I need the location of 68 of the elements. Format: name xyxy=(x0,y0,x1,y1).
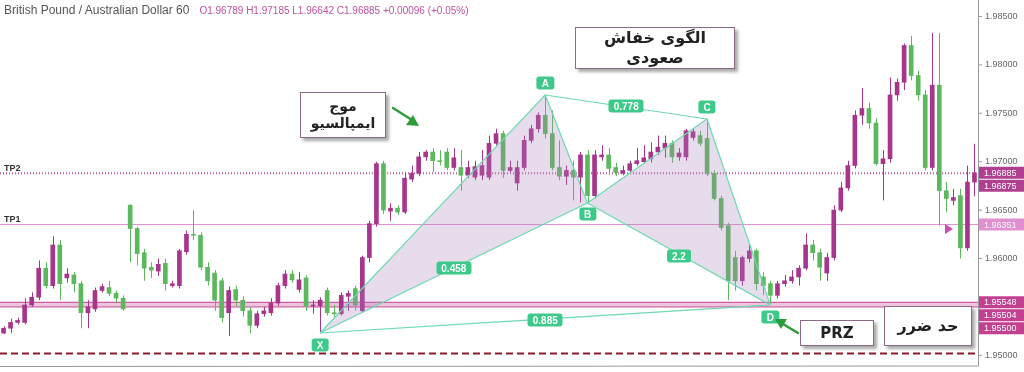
y-tick-label: 1.98000 xyxy=(985,59,1018,70)
candlestick xyxy=(796,264,801,287)
candlestick xyxy=(296,271,302,293)
note-box: PRZ xyxy=(800,320,874,346)
candlestick xyxy=(22,297,27,325)
annotation: TP1 xyxy=(4,214,21,224)
note-box: الگوی خفاش صعودی xyxy=(575,27,735,69)
candlestick xyxy=(838,181,844,213)
annotation: B xyxy=(578,207,597,221)
candlestick xyxy=(451,147,457,171)
legend-label: 1.95504 xyxy=(984,310,1017,321)
legend-label: 1.96875 xyxy=(984,180,1017,191)
note-box: موج ایمپالسیو xyxy=(300,92,386,138)
candlestick xyxy=(768,280,773,306)
candlestick xyxy=(557,139,562,181)
candlestick xyxy=(430,147,436,173)
candlestick xyxy=(915,70,921,102)
candlestick xyxy=(184,229,189,256)
candlestick xyxy=(324,287,330,317)
annotation: C xyxy=(698,100,716,114)
candlestick xyxy=(352,285,358,312)
candlestick xyxy=(226,286,231,337)
y-tick-label: 1.97500 xyxy=(985,107,1018,118)
ref-line-label: 1.95548 xyxy=(984,297,1017,308)
candlestick xyxy=(191,209,196,241)
candlestick xyxy=(444,147,450,171)
candlestick xyxy=(571,160,576,201)
candlestick xyxy=(535,111,541,134)
candlestick xyxy=(824,252,830,282)
annotation: 0.885 xyxy=(527,313,563,327)
ref-line-label: 1.96351 xyxy=(984,219,1017,230)
note-box: حد ضرر xyxy=(884,306,972,346)
annotation: X xyxy=(311,338,329,352)
annotation: TP2 xyxy=(4,163,21,173)
candlestick xyxy=(739,255,745,287)
y-tick-label: 1.96500 xyxy=(985,204,1018,215)
candlestick xyxy=(141,248,147,282)
candlestick xyxy=(437,149,443,167)
candlestick xyxy=(479,149,485,181)
chart-title: British Pound / Australian Dollar 60 xyxy=(4,3,190,17)
candlestick xyxy=(528,124,534,144)
candlestick xyxy=(233,285,239,307)
candlestick xyxy=(859,87,865,126)
candlestick xyxy=(458,149,464,192)
y-tick-label: 1.98500 xyxy=(985,10,1018,21)
candlestick xyxy=(43,261,49,290)
candlestick xyxy=(205,261,210,287)
candlestick xyxy=(944,181,949,213)
y-tick-label: 1.95000 xyxy=(985,349,1018,360)
text: O1.96789 H1.97185 L1.96642 C1.96885 +0.00096 (+0.05%) xyxy=(199,5,469,16)
candlestick xyxy=(803,232,808,271)
candlestick xyxy=(606,147,611,176)
candlestick xyxy=(240,295,246,318)
ref-line-label: 1.96885 xyxy=(984,167,1017,178)
annotation: 2.2 xyxy=(667,249,691,263)
annotation: 0.458 xyxy=(436,261,472,275)
legend-label: 1.95500 xyxy=(984,323,1017,334)
candlestick xyxy=(817,248,823,282)
annotation: D xyxy=(761,310,780,324)
candlestick xyxy=(345,289,351,312)
y-tick-label: 1.97000 xyxy=(985,156,1018,167)
candlestick xyxy=(810,239,815,261)
y-tick-label: 1.96000 xyxy=(985,253,1018,264)
annotation: 0.778 xyxy=(608,99,644,113)
annotation: A xyxy=(536,76,554,90)
candlestick xyxy=(732,250,738,291)
candlestick xyxy=(163,258,168,291)
candlestick xyxy=(247,306,253,334)
